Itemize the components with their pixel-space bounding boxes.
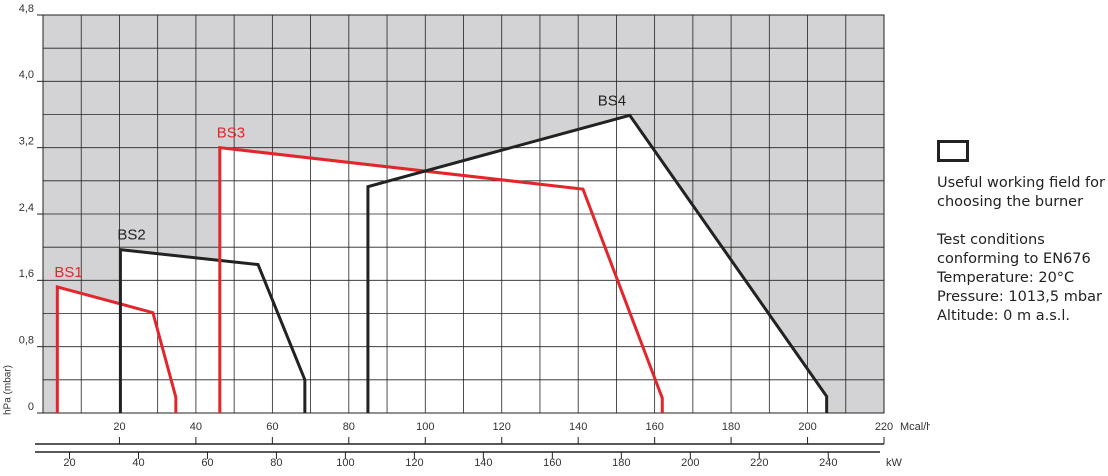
x-tick-label: 160 [645,421,663,433]
legend-label: Useful working field for choosing the bu… [937,175,1105,210]
y-tick-label: 4,0 [19,69,34,81]
series-label: BS2 [117,227,145,244]
series-line [118,247,307,413]
working-field [367,115,827,414]
note: Test conditions conforming to EN676 [937,232,1091,267]
y-tick-label: 3,2 [19,136,34,148]
x2-tick-label: 80 [270,457,282,469]
series-line [55,285,178,413]
x-tick-label: 100 [416,421,434,433]
x2-axis-label: kW [886,457,903,469]
series-line [366,113,829,413]
x2-tick-label: 240 [819,457,837,469]
x2-tick-label: 200 [681,457,699,469]
x-tick-label: 20 [113,421,125,433]
x-tick-label: 180 [722,421,740,433]
legend-swatch [937,140,969,162]
note: Temperature: 20°C [937,270,1075,286]
x2-tick-label: 40 [132,457,144,469]
legend-panel: Useful working field for choosing the bu… [937,140,1105,326]
x2-tick-label: 60 [201,457,213,469]
y-tick-label: 2,4 [19,202,34,214]
series-label: BS1 [54,264,82,281]
x-axis-label: Mcal/h [900,421,930,433]
y-tick-label: 0 [28,401,34,413]
series-label: BS3 [217,125,245,142]
x-tick-label: 200 [798,421,816,433]
series-line [218,145,664,413]
x-tick-label: 120 [493,421,511,433]
x2-tick-label: 160 [543,457,561,469]
note: Altitude: 0 m a.s.l. [937,308,1071,324]
x2-tick-label: 100 [336,457,354,469]
x-tick-label: 220 [875,421,893,433]
x2-tick-label: 220 [750,457,768,469]
x2-tick-label: 180 [612,457,630,469]
y-axis-label: hPa (mbar) [3,365,14,415]
x-tick-label: 40 [190,421,202,433]
y-tick-label: 1,6 [19,268,34,280]
note: Pressure: 1013,5 mbar [937,289,1102,305]
x-tick-label: 140 [569,421,587,433]
y-tick-label: 4,8 [19,3,34,15]
y-tick-label: 0,8 [19,335,34,347]
x2-tick-label: 140 [474,457,492,469]
chart: hPa (mbar) 0 0,8 1,6 2,4 3,2 4,0 4,8 20 40 60 80 10… [3,3,933,469]
x-tick-label: 80 [343,421,355,433]
x2-tick-label: 20 [63,457,75,469]
series-label: BS4 [598,92,626,109]
x-tick-label: 60 [266,421,278,433]
x2-tick-label: 120 [405,457,423,469]
